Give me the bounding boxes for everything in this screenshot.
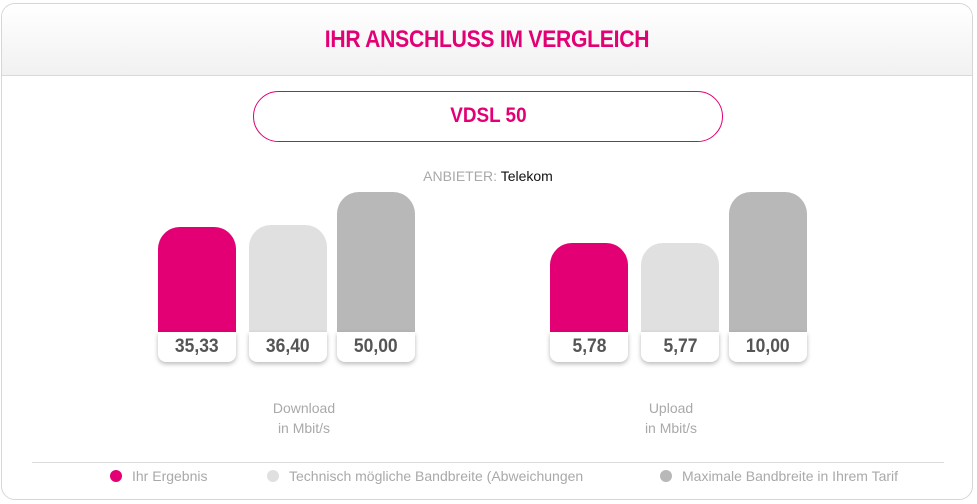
upload-label: Upload in Mbit/s [591,398,751,438]
download-result-bar [158,227,236,332]
upload-maximum-value: 10,00 [729,332,807,362]
technical-legend-dot [267,470,279,482]
download-maximum-bar [337,192,415,332]
download-unit: in Mbit/s [277,420,331,436]
download-technical-bar [249,224,327,332]
upload-title: Upload [648,400,694,416]
download-technical-value: 36,40 [249,332,327,362]
provider-value: Telekom [500,168,553,184]
tariff-label: VDSL 50 [449,104,527,127]
upload-technical-bar [641,242,719,332]
upload-unit: in Mbit/s [644,420,698,436]
upload-maximum-bar [729,192,807,332]
upload-result-value: 5,78 [550,332,628,362]
page-title: IHR ANSCHLUSS IM VERGLEICH [324,26,650,53]
tariff-button[interactable]: VDSL 50 [253,91,723,142]
upload-technical-value: 5,77 [641,332,719,362]
download-result-value: 35,33 [158,332,236,362]
card-header: IHR ANSCHLUSS IM VERGLEICH [2,4,972,76]
maximum-legend-dot [660,470,672,482]
provider-line: ANBIETER: Telekom [2,168,972,184]
comparison-card: IHR ANSCHLUSS IM VERGLEICH VDSL 50 ANBIE… [1,3,973,500]
provider-label: ANBIETER: [423,168,498,184]
legend-item-maximum: Maximale Bandbreite in Ihrem Tarif [682,468,899,484]
download-label: Download in Mbit/s [224,398,384,438]
upload-result-bar [550,242,628,332]
legend-item-technical: Technisch mögliche Bandbreite (Abweichun… [289,468,584,484]
download-maximum-value: 50,00 [337,332,415,362]
download-title: Download [272,400,336,416]
legend-divider [32,462,944,463]
legend-item-result: Ihr Ergebnis [132,468,208,484]
result-legend-dot [110,470,122,482]
